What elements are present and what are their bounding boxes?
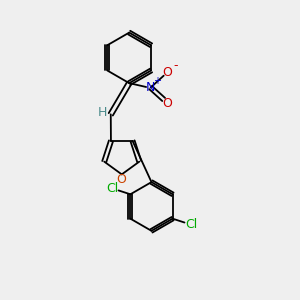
Text: H: H [98,106,107,119]
Text: -: - [173,59,178,72]
Text: Cl: Cl [185,218,197,230]
Text: O: O [162,66,172,79]
Text: +: + [153,76,161,86]
Text: O: O [116,173,126,186]
Text: Cl: Cl [106,182,118,195]
Text: N: N [146,81,155,94]
Text: O: O [162,97,172,110]
